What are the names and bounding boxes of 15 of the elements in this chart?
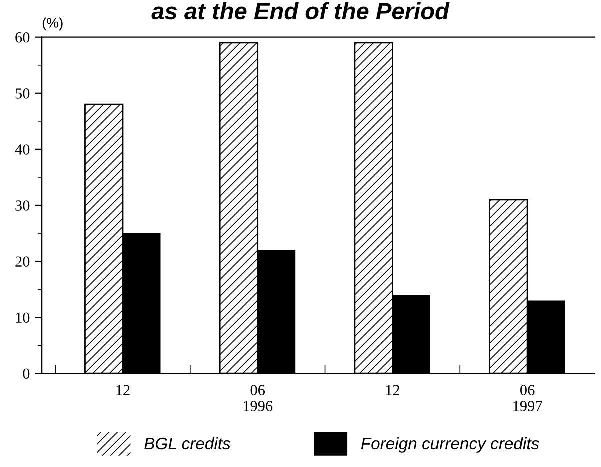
legend-label: Foreign currency credits <box>361 437 540 453</box>
y-tick-label: 30 <box>16 200 30 211</box>
legend-label: BGL credits <box>144 437 231 450</box>
x-tick-label: 12 <box>386 385 400 396</box>
y-tick-label: 60 <box>16 32 30 43</box>
y-tick-label: 50 <box>16 88 30 99</box>
y-tick-label: 20 <box>16 256 30 267</box>
x-tick-label: 06 1997 <box>514 385 542 412</box>
chart-title: as at the End of the Period <box>152 2 450 20</box>
y-axis-title: (%) <box>42 18 63 31</box>
y-tick-label: 0 <box>23 368 30 380</box>
x-tick-label: 06 1996 <box>244 385 273 412</box>
x-tick-label: 12 <box>116 385 130 396</box>
y-tick-label: 10 <box>16 312 30 324</box>
y-tick-label: 40 <box>15 144 30 155</box>
